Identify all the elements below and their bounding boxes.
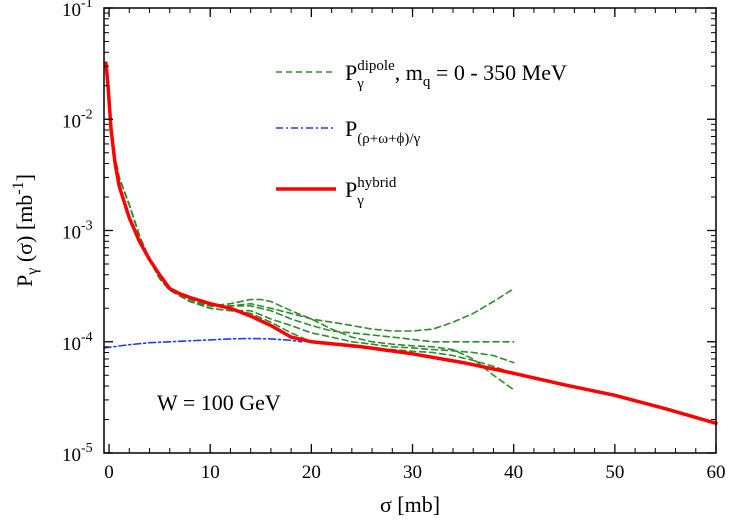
series-0-curve-4 — [111, 143, 515, 375]
x-tick-label: 0 — [104, 462, 114, 483]
y-tick-labels: 10-5 10-4 10-3 10-2 10-1 — [62, 0, 93, 466]
axis-ticks — [104, 7, 717, 454]
series-0-curve-3 — [111, 143, 515, 364]
energy-annotation: W = 100 GeV — [157, 390, 281, 415]
series-1-curve-0 — [103, 337, 303, 349]
series-2-curve-0 — [104, 61, 718, 426]
y-tick-label: 10-5 — [62, 441, 93, 466]
legend-label-vector-meson: P(ρ+ω+ϕ)/γ — [345, 116, 421, 147]
y-axis-title: Pγ (σ) [mb-1] — [10, 174, 41, 287]
legend-entry-dipole: Pdipole γ, mq = 0 - 350 MeV — [276, 58, 567, 92]
x-tick-label: 60 — [707, 462, 726, 483]
series-0-curve-0 — [111, 143, 515, 332]
legend-label-dipole: Pdipole γ, mq = 0 - 350 MeV — [345, 58, 567, 92]
legend: Pdipole γ, mq = 0 - 350 MeV P(ρ+ω+ϕ)/γ Ph… — [276, 58, 567, 209]
x-tick-label: 50 — [605, 462, 624, 483]
series-0-curve-2 — [111, 143, 515, 343]
y-tick-label: 10-3 — [62, 219, 93, 244]
legend-label-hybrid: Phybrid γ — [345, 175, 397, 209]
series-0-curve-1 — [111, 143, 515, 391]
y-tick-label: 10-1 — [62, 0, 93, 21]
x-tick-label: 40 — [504, 462, 523, 483]
data-curves — [103, 61, 718, 426]
x-tick-label: 20 — [302, 462, 321, 483]
x-tick-label: 30 — [403, 462, 422, 483]
legend-entry-hybrid: Phybrid γ — [276, 175, 397, 209]
legend-entry-vector-meson: P(ρ+ω+ϕ)/γ — [276, 116, 421, 147]
x-axis-title: σ [mb] — [380, 492, 440, 517]
y-tick-label: 10-2 — [62, 107, 93, 132]
x-tick-labels: 0 10 20 30 40 50 60 — [104, 462, 725, 483]
x-tick-label: 10 — [201, 462, 220, 483]
y-tick-label: 10-4 — [62, 330, 93, 355]
